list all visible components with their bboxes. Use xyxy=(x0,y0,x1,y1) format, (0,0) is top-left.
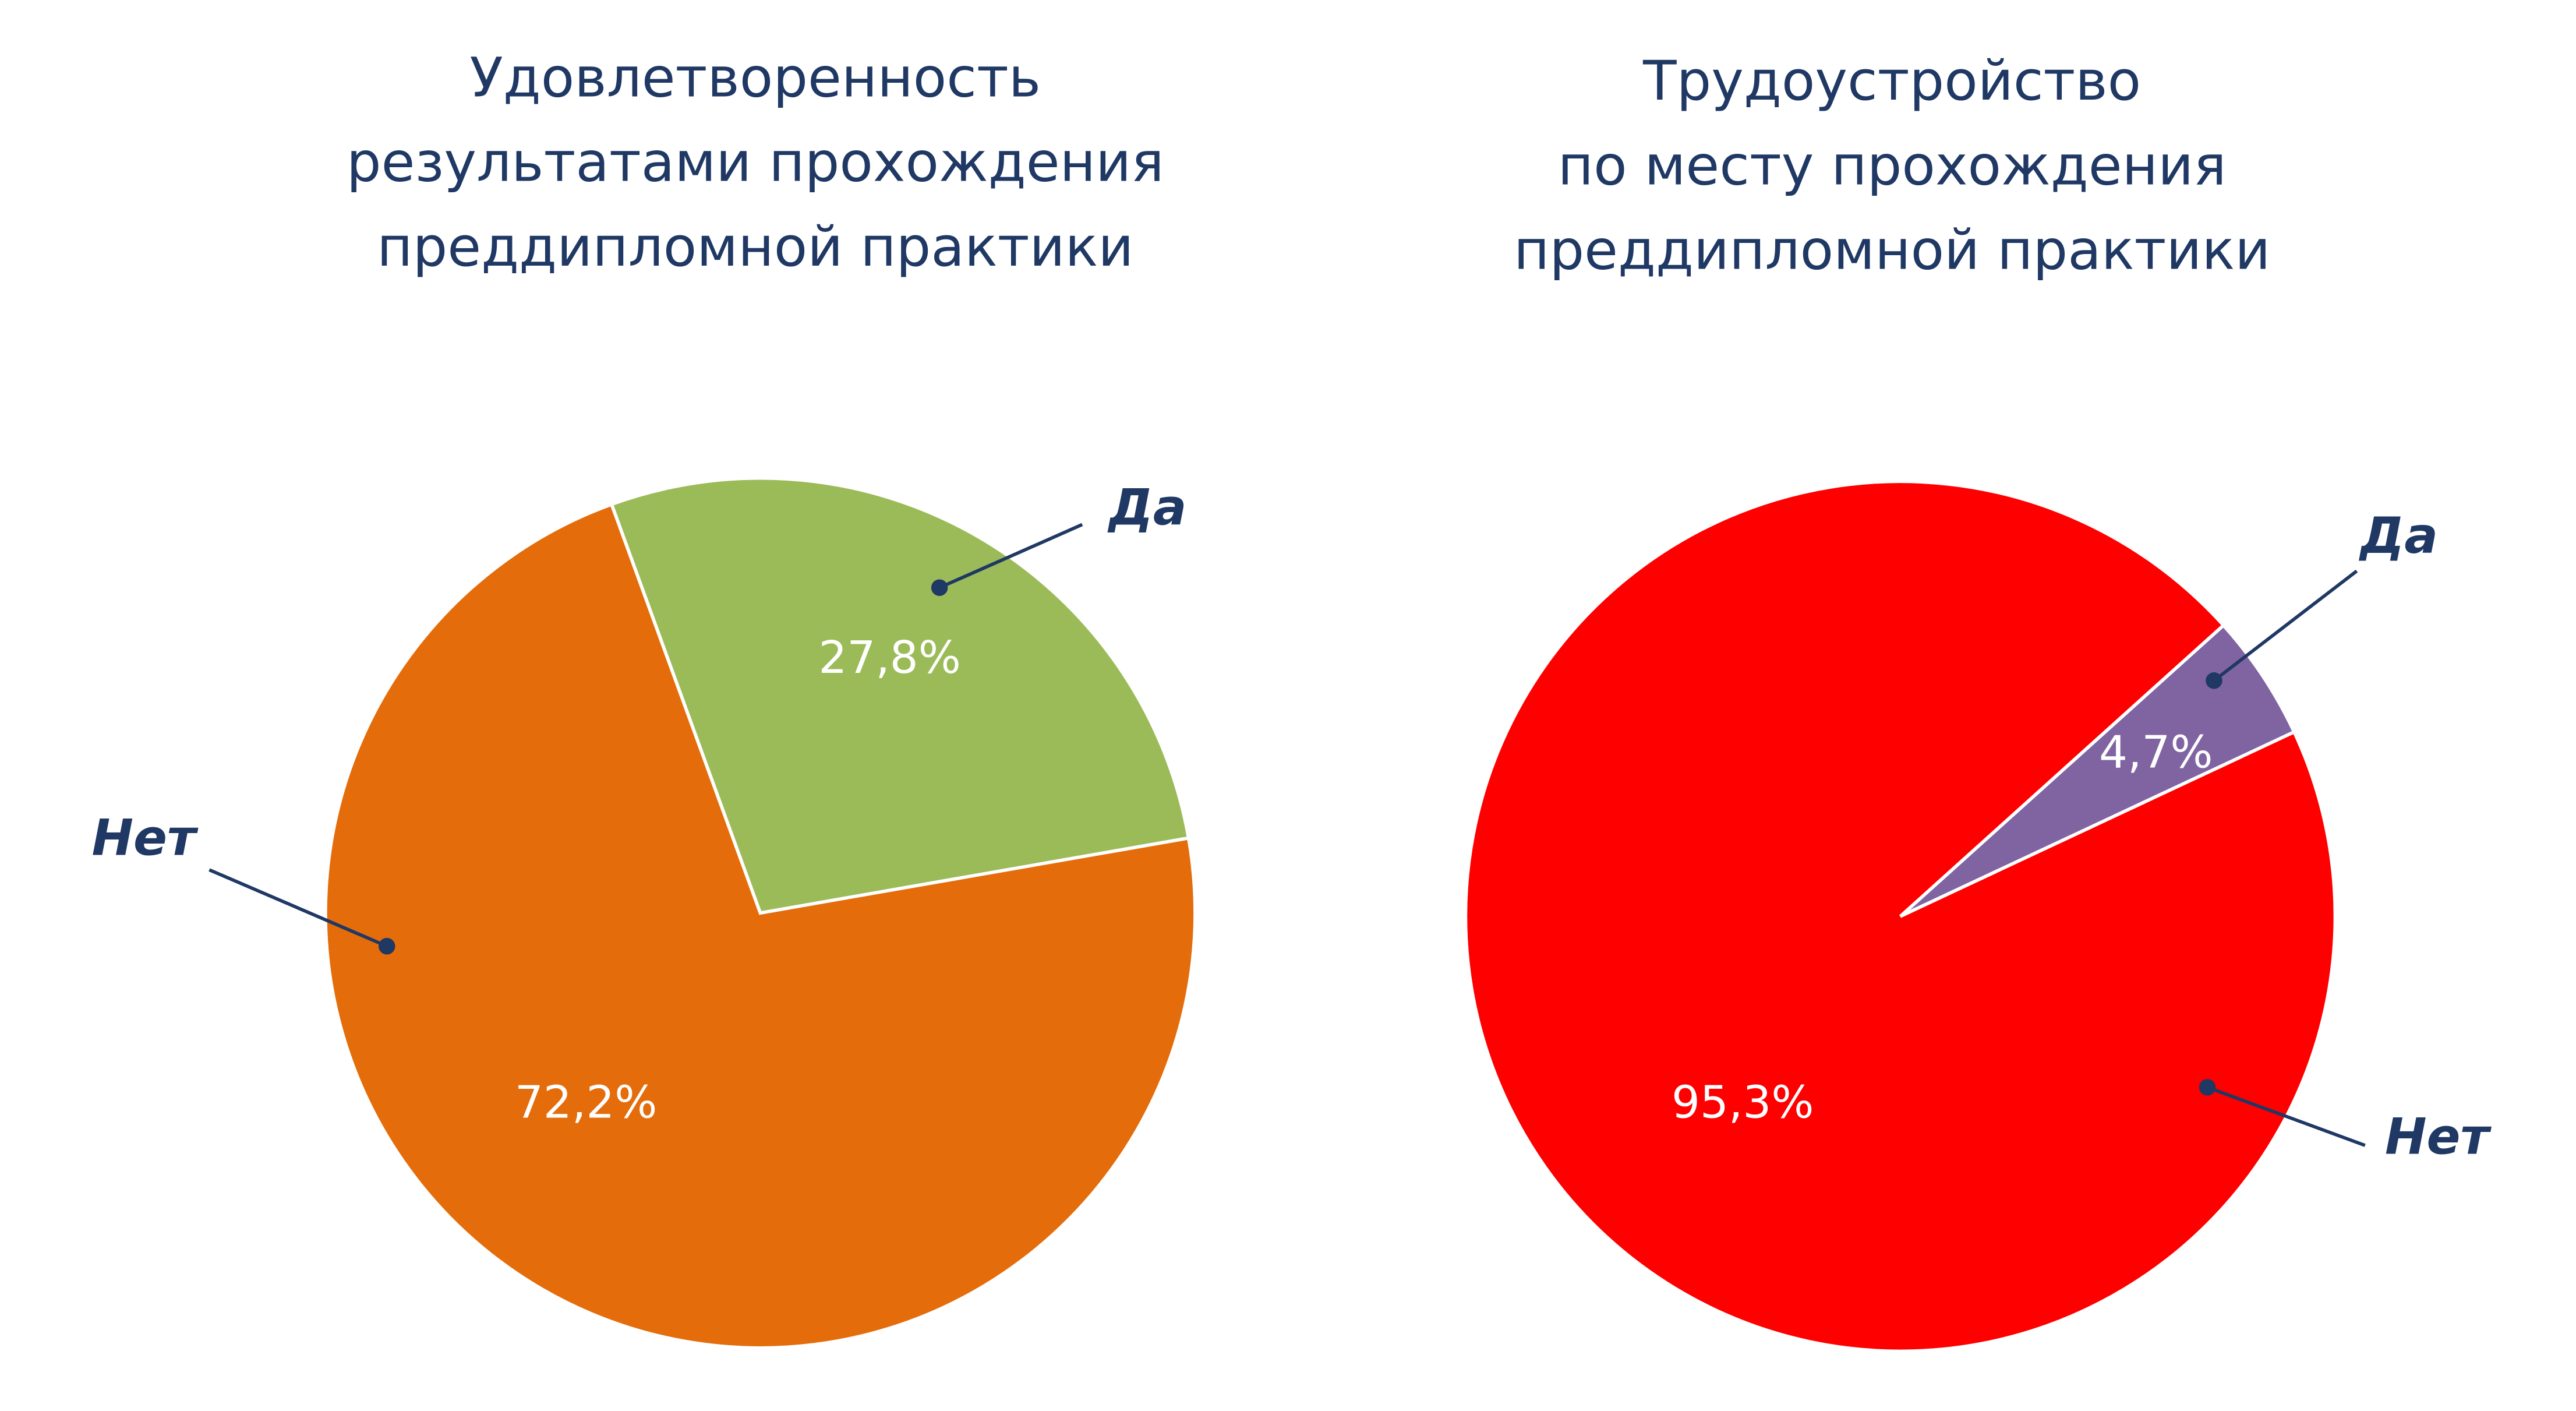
chart-title: по месту прохождения xyxy=(1558,134,2227,197)
chart-title: преддипломной практики xyxy=(377,216,1133,279)
leader-line xyxy=(2207,1085,2366,1147)
leader-line xyxy=(2213,569,2358,682)
pie-slice xyxy=(1464,479,2337,1353)
chart-title: преддипломной практики xyxy=(1514,219,2270,283)
leader-dot xyxy=(379,937,395,955)
category-label: Нет xyxy=(2385,1108,2492,1166)
category-label: Да xyxy=(2358,507,2438,565)
value-label: 27,8% xyxy=(818,632,960,684)
leader-dot xyxy=(2206,672,2222,689)
value-label: 72,2% xyxy=(515,1077,657,1129)
leader-line xyxy=(938,523,1083,590)
pie-slice xyxy=(1899,623,2296,918)
value-label: 95,3% xyxy=(1672,1077,1814,1129)
value-label: 4,7% xyxy=(2099,726,2213,778)
chart-title: Удовлетворенность xyxy=(469,46,1041,110)
category-label: Нет xyxy=(92,809,199,867)
category-label: Да xyxy=(1107,479,1187,537)
pie-slice xyxy=(323,502,1197,1350)
chart-title: результатами прохождения xyxy=(347,131,1164,195)
leader-line xyxy=(209,868,388,948)
chart-title: Трудоустройство xyxy=(1642,50,2141,113)
pie-slice xyxy=(609,476,1191,915)
leader-dot xyxy=(931,579,948,596)
leader-dot xyxy=(2199,1079,2216,1096)
